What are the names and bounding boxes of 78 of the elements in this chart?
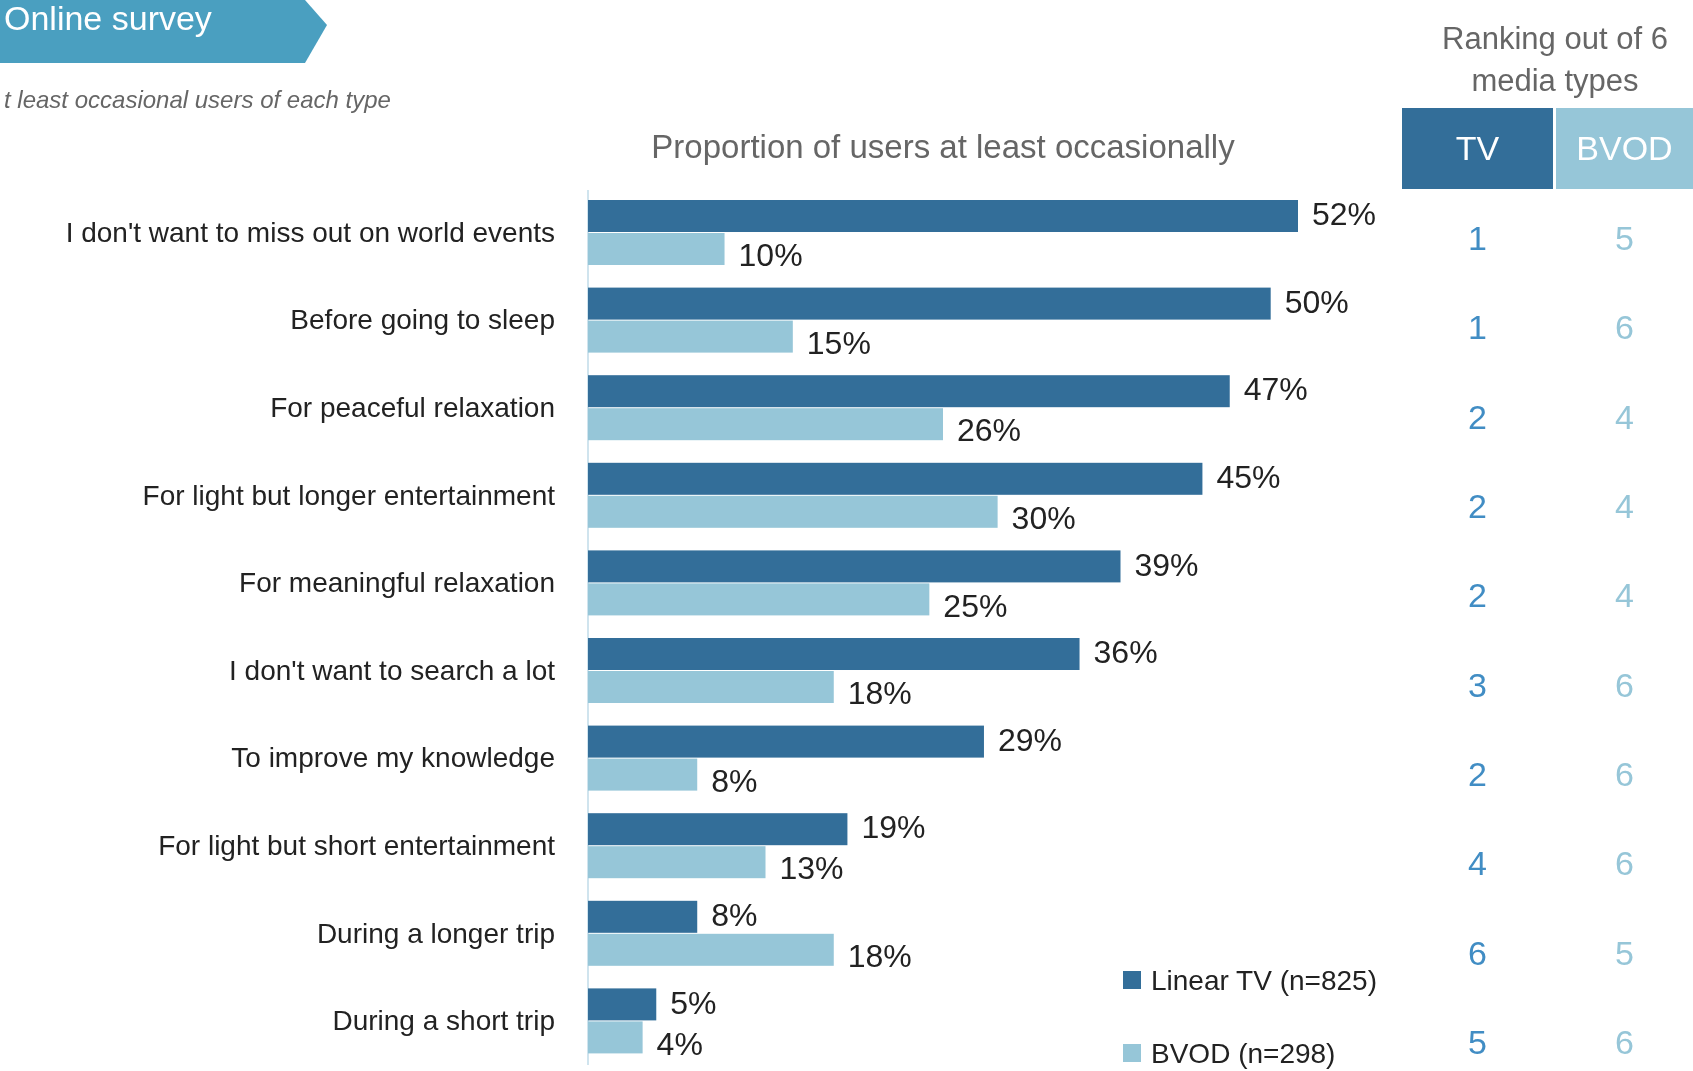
data-label: 6 — [1615, 665, 1634, 704]
y-tick-label: I don't want to miss out on world events — [65, 216, 555, 248]
bar — [588, 1021, 643, 1054]
data-label: 52% — [1312, 196, 1377, 233]
data-label: 4 — [1615, 397, 1634, 436]
data-label: 25% — [943, 587, 1008, 624]
text: Online survey — [4, 0, 212, 37]
chart-title: Ranking out of 6 media types — [1442, 20, 1668, 98]
bar — [588, 375, 1230, 408]
bar — [588, 233, 725, 265]
bar — [588, 200, 1298, 232]
data-label: 8% — [711, 762, 758, 799]
data-label: 4 — [1468, 844, 1487, 883]
data-label: 4 — [1615, 486, 1634, 525]
bar — [588, 583, 930, 616]
bar — [588, 320, 793, 353]
data-label: 15% — [806, 324, 871, 361]
y-tick-label: I don't want to search a lot — [229, 654, 556, 686]
data-label: 4 — [1615, 576, 1634, 615]
bar — [588, 495, 998, 528]
legend-label: Linear TV (n=825) — [1151, 964, 1377, 996]
data-label: 6 — [1468, 933, 1487, 972]
y-tick-label: During a longer trip — [316, 917, 555, 949]
x-axis-title: Proportion of users at least occasionally — [651, 128, 1236, 165]
data-label: 6 — [1615, 308, 1634, 347]
bar — [588, 813, 848, 846]
bar — [588, 758, 698, 791]
data-label: 5 — [1468, 1022, 1487, 1061]
data-label: 6 — [1615, 754, 1634, 793]
y-tick-label: Before going to sleep — [290, 304, 555, 336]
data-label: 1 — [1468, 218, 1487, 257]
data-label: 8% — [711, 897, 758, 933]
data-label: 26% — [957, 412, 1022, 449]
bar — [588, 638, 1080, 670]
y-tick-label: For light but longer entertainment — [142, 479, 556, 511]
data-label: 18% — [847, 675, 912, 712]
y-tick-label: For light but short entertainment — [158, 830, 556, 861]
data-label: 5% — [670, 984, 717, 1021]
data-label: 18% — [847, 938, 912, 974]
x-tick-label: TV — [1455, 128, 1500, 167]
data-label: 6 — [1615, 1022, 1634, 1061]
bar — [588, 988, 657, 1021]
data-label: 5 — [1615, 218, 1634, 257]
data-label: 10% — [738, 237, 803, 274]
bar — [588, 846, 766, 879]
data-label: 36% — [1093, 634, 1158, 671]
y-tick-label: For meaningful relaxation — [239, 567, 555, 599]
data-label: 39% — [1134, 546, 1199, 583]
bar — [588, 287, 1271, 320]
text: t least occasional users of each type — [4, 86, 391, 113]
bar — [588, 900, 698, 933]
bar — [588, 671, 834, 703]
data-label: 3 — [1468, 665, 1487, 704]
bar — [588, 933, 834, 966]
data-label: 45% — [1216, 459, 1281, 495]
data-label: 6 — [1615, 844, 1634, 883]
data-label: 50% — [1284, 283, 1349, 320]
x-tick-label: BVOD — [1576, 128, 1673, 167]
bar — [588, 550, 1121, 583]
bar — [588, 462, 1203, 495]
legend-label: BVOD (n=298) — [1151, 1037, 1336, 1069]
data-label: 2 — [1468, 754, 1487, 793]
data-label: 29% — [997, 721, 1063, 758]
data-label: 1 — [1468, 308, 1487, 347]
data-label: 13% — [779, 850, 844, 887]
y-tick-label: To improve my knowledge — [231, 742, 555, 774]
data-label: 5 — [1615, 933, 1634, 972]
data-label: 2 — [1468, 576, 1487, 615]
data-label: 30% — [1011, 500, 1076, 536]
bar — [588, 408, 943, 441]
data-label: 47% — [1243, 371, 1308, 408]
data-label: 4% — [656, 1025, 703, 1062]
data-label: 2 — [1468, 397, 1487, 436]
data-label: 19% — [861, 809, 926, 846]
y-tick-label: During a short trip — [332, 1005, 555, 1037]
data-label: 2 — [1468, 486, 1487, 525]
y-tick-label: For peaceful relaxation — [270, 392, 555, 423]
bar — [588, 725, 984, 758]
